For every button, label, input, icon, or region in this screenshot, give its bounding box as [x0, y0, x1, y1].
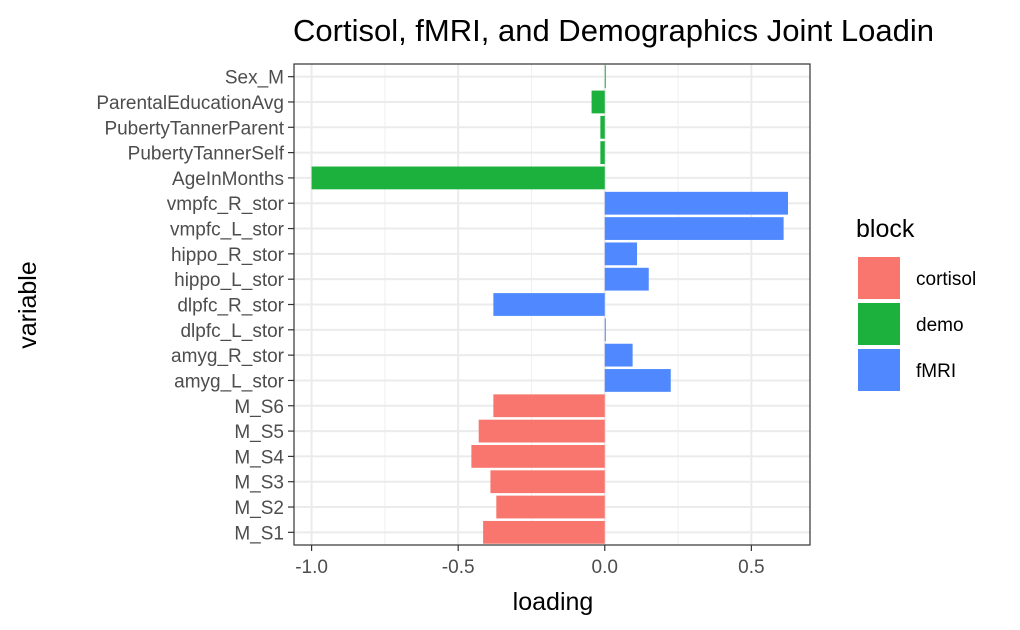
x-tick-label: -0.5: [442, 557, 475, 578]
bar-M_S2: [496, 495, 605, 519]
bar-vmpfc_L_stor: [604, 217, 784, 240]
y-tick-label: dlpfc_R_stor: [177, 296, 284, 317]
y-tick-label: M_S6: [234, 397, 284, 418]
bar-hippo_L_stor: [604, 267, 649, 291]
legend: block cortisol demo fMRI: [856, 215, 976, 391]
bar-amyg_R_stor: [604, 343, 633, 367]
y-tick-label: dlpfc_L_stor: [180, 321, 284, 342]
y-tick-label: AgeInMonths: [172, 169, 284, 190]
bar-M_S3: [490, 470, 605, 494]
y-tick-label: vmpfc_R_stor: [167, 194, 285, 215]
bar-PubertyTannerParent: [600, 115, 605, 139]
bar-ParentalEducationAvg: [591, 90, 605, 114]
y-tick-label: ParentalEducationAvg: [96, 93, 284, 114]
y-tick-label: amyg_R_stor: [171, 346, 285, 367]
y-tick-label: Sex_M: [225, 68, 284, 89]
bar-M_S5: [478, 419, 605, 443]
legend-title: block: [856, 215, 915, 243]
legend-key-demo: [858, 303, 900, 345]
bar-amyg_L_stor: [604, 369, 671, 392]
bar-M_S4: [471, 445, 605, 468]
bar-Sex_M: [604, 65, 606, 89]
y-tick-label: hippo_R_stor: [171, 245, 285, 266]
x-tick-label: 0.0: [592, 557, 618, 578]
y-tick-label: hippo_L_stor: [174, 270, 285, 291]
y-tick-label: PubertyTannerSelf: [128, 144, 285, 165]
bar-M_S1: [483, 520, 605, 544]
y-tick-label: amyg_L_stor: [174, 371, 285, 392]
y-tick-label: M_S4: [234, 447, 284, 468]
bar-dlpfc_R_stor: [493, 293, 605, 316]
chart-title: Cortisol, fMRI, and Demographics Joint L…: [293, 13, 934, 48]
bar-PubertyTannerSelf: [600, 141, 605, 164]
bar-vmpfc_R_stor: [604, 191, 789, 215]
y-tick-label: PubertyTannerParent: [104, 118, 284, 139]
legend-key-fMRI: [858, 349, 900, 391]
legend-label-demo: demo: [916, 315, 964, 336]
y-tick-label: vmpfc_L_stor: [170, 220, 285, 241]
legend-label-cortisol: cortisol: [916, 269, 976, 290]
bar-hippo_R_stor: [604, 242, 638, 266]
y-tick-label: M_S1: [234, 523, 284, 544]
x-tick-label: 0.5: [738, 557, 764, 578]
y-axis-title: variable: [14, 261, 42, 349]
bar-AgeInMonths: [311, 166, 605, 190]
y-tick-label: M_S3: [234, 473, 284, 494]
y-tick-label: M_S5: [234, 422, 284, 443]
x-tick-label: -1.0: [295, 557, 328, 578]
x-axis-title: loading: [513, 588, 594, 616]
bar-M_S6: [493, 394, 605, 418]
y-tick-label: M_S2: [234, 498, 284, 519]
bar-dlpfc_L_stor: [604, 318, 606, 342]
bars-group: [311, 65, 789, 544]
legend-label-fMRI: fMRI: [916, 361, 956, 382]
legend-key-cortisol: [858, 257, 900, 299]
y-axis: M_S1 M_S2 M_S3 M_S4 M_S5 M_S6 amyg_L_stor amyg_…: [96, 68, 294, 544]
x-axis: -1.0 -0.5 0.0 0.5: [295, 545, 765, 578]
